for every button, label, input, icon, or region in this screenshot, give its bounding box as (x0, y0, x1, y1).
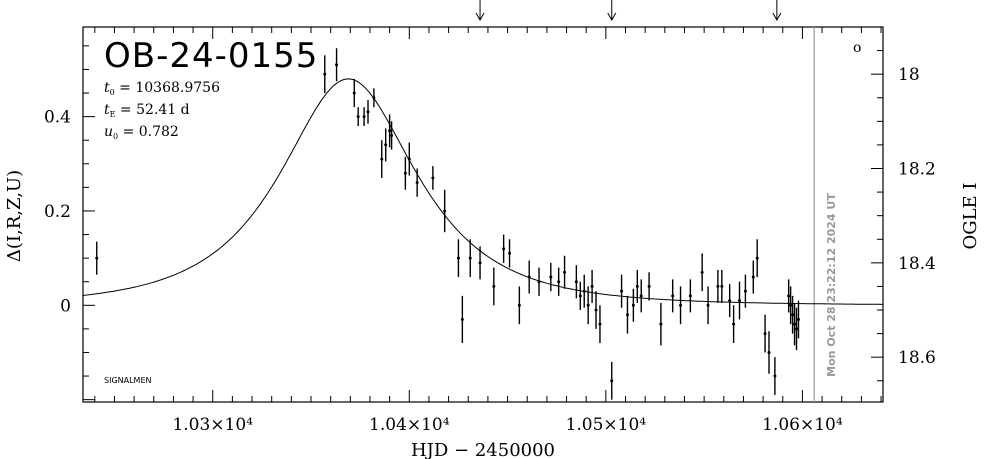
x-tick-label: 1.03×10⁴ (172, 415, 253, 435)
data-point (582, 274, 586, 308)
data-point (527, 260, 531, 294)
x-tick-label: 1.05×10⁴ (566, 415, 647, 435)
y-tick-label-left: 0 (60, 296, 71, 316)
data-point (688, 279, 692, 313)
x-axis-title: HJD − 2450000 (411, 440, 555, 459)
data-point (594, 291, 598, 329)
data-point (362, 107, 366, 127)
param-tE: tE = 52.41 d (104, 102, 190, 119)
data-point (793, 302, 797, 346)
data-point (625, 295, 629, 334)
param-u0: u0 = 0.782 (104, 124, 179, 141)
data-point (728, 284, 732, 318)
data-point (492, 267, 496, 306)
data-point (720, 269, 724, 303)
x-tick-label: 1.06×10⁴ (762, 415, 843, 435)
chart-title: OB-24-0155 (104, 36, 318, 76)
y-tick-label-right: 18.2 (898, 160, 936, 180)
plot-frame (82, 26, 884, 403)
data-point (590, 269, 594, 303)
data-point (738, 281, 742, 320)
data-point (468, 239, 472, 277)
data-point (620, 274, 624, 308)
data-point (537, 267, 541, 296)
credit-label: SIGNALMEN (104, 376, 152, 385)
data-point (732, 305, 736, 344)
param-t0: t0 = 10368.9756 (104, 80, 220, 97)
data-point (403, 156, 407, 190)
data-point (679, 286, 683, 325)
data-point (639, 279, 643, 313)
data-point (586, 286, 590, 325)
data-point (478, 246, 482, 280)
data-point (578, 281, 582, 311)
data-point (557, 267, 561, 296)
data-point (706, 286, 710, 325)
data-point (356, 107, 360, 127)
data-point (610, 361, 614, 400)
data-point (763, 314, 767, 353)
data-point (388, 114, 392, 148)
data-point (773, 357, 777, 395)
data-point (767, 331, 771, 374)
y-axis-title-left: Δ(I,R,Z,U) (4, 170, 25, 262)
data-point (598, 305, 602, 344)
data-point (335, 48, 339, 82)
model-curve (82, 78, 883, 305)
data-point (791, 295, 795, 334)
corner-mark: o (853, 40, 861, 56)
y-tick-label-right: 18 (898, 65, 920, 85)
data-point (631, 288, 635, 322)
data-point (443, 189, 447, 233)
y-axis-title-right: OGLE I (960, 182, 981, 249)
data-point (456, 239, 460, 277)
data-point (407, 142, 411, 176)
data-point (574, 265, 578, 299)
epoch-arrow-marker (607, 0, 617, 22)
data-point (502, 234, 506, 263)
data-point (647, 272, 651, 301)
data-point (415, 168, 419, 197)
data-point (460, 295, 464, 344)
data-point (716, 269, 720, 303)
data-point (366, 100, 370, 124)
data-point (789, 286, 793, 325)
data-point (390, 121, 394, 150)
data-point (671, 279, 675, 313)
data-point (751, 260, 755, 294)
data-point (549, 262, 553, 292)
data-point (743, 274, 747, 308)
data-point (372, 88, 376, 108)
data-point (700, 253, 704, 292)
data-point (380, 140, 384, 178)
data-point (95, 241, 99, 275)
data-point (352, 78, 356, 108)
data-point (431, 166, 435, 190)
x-tick-label: 1.04×10⁴ (369, 415, 450, 435)
data-point (517, 286, 521, 325)
epoch-arrow-marker (475, 0, 485, 22)
timestamp-label: Mon Oct 28 23:22:12 2024 UT (825, 193, 838, 377)
data-point (795, 307, 799, 351)
data-point (563, 255, 567, 289)
data-point (796, 300, 800, 339)
y-tick-label-right: 18.4 (898, 254, 936, 274)
epoch-arrow-marker (772, 0, 782, 22)
y-tick-label-left: 0.2 (44, 202, 71, 222)
y-tick-label-right: 18.6 (898, 348, 936, 368)
data-point (787, 279, 791, 313)
data-point (635, 269, 639, 303)
data-point (508, 239, 512, 268)
data-point (659, 302, 663, 346)
y-tick-label-left: 0.4 (44, 108, 71, 128)
data-point (384, 128, 388, 162)
data-point (755, 239, 759, 277)
data-point (323, 55, 327, 94)
